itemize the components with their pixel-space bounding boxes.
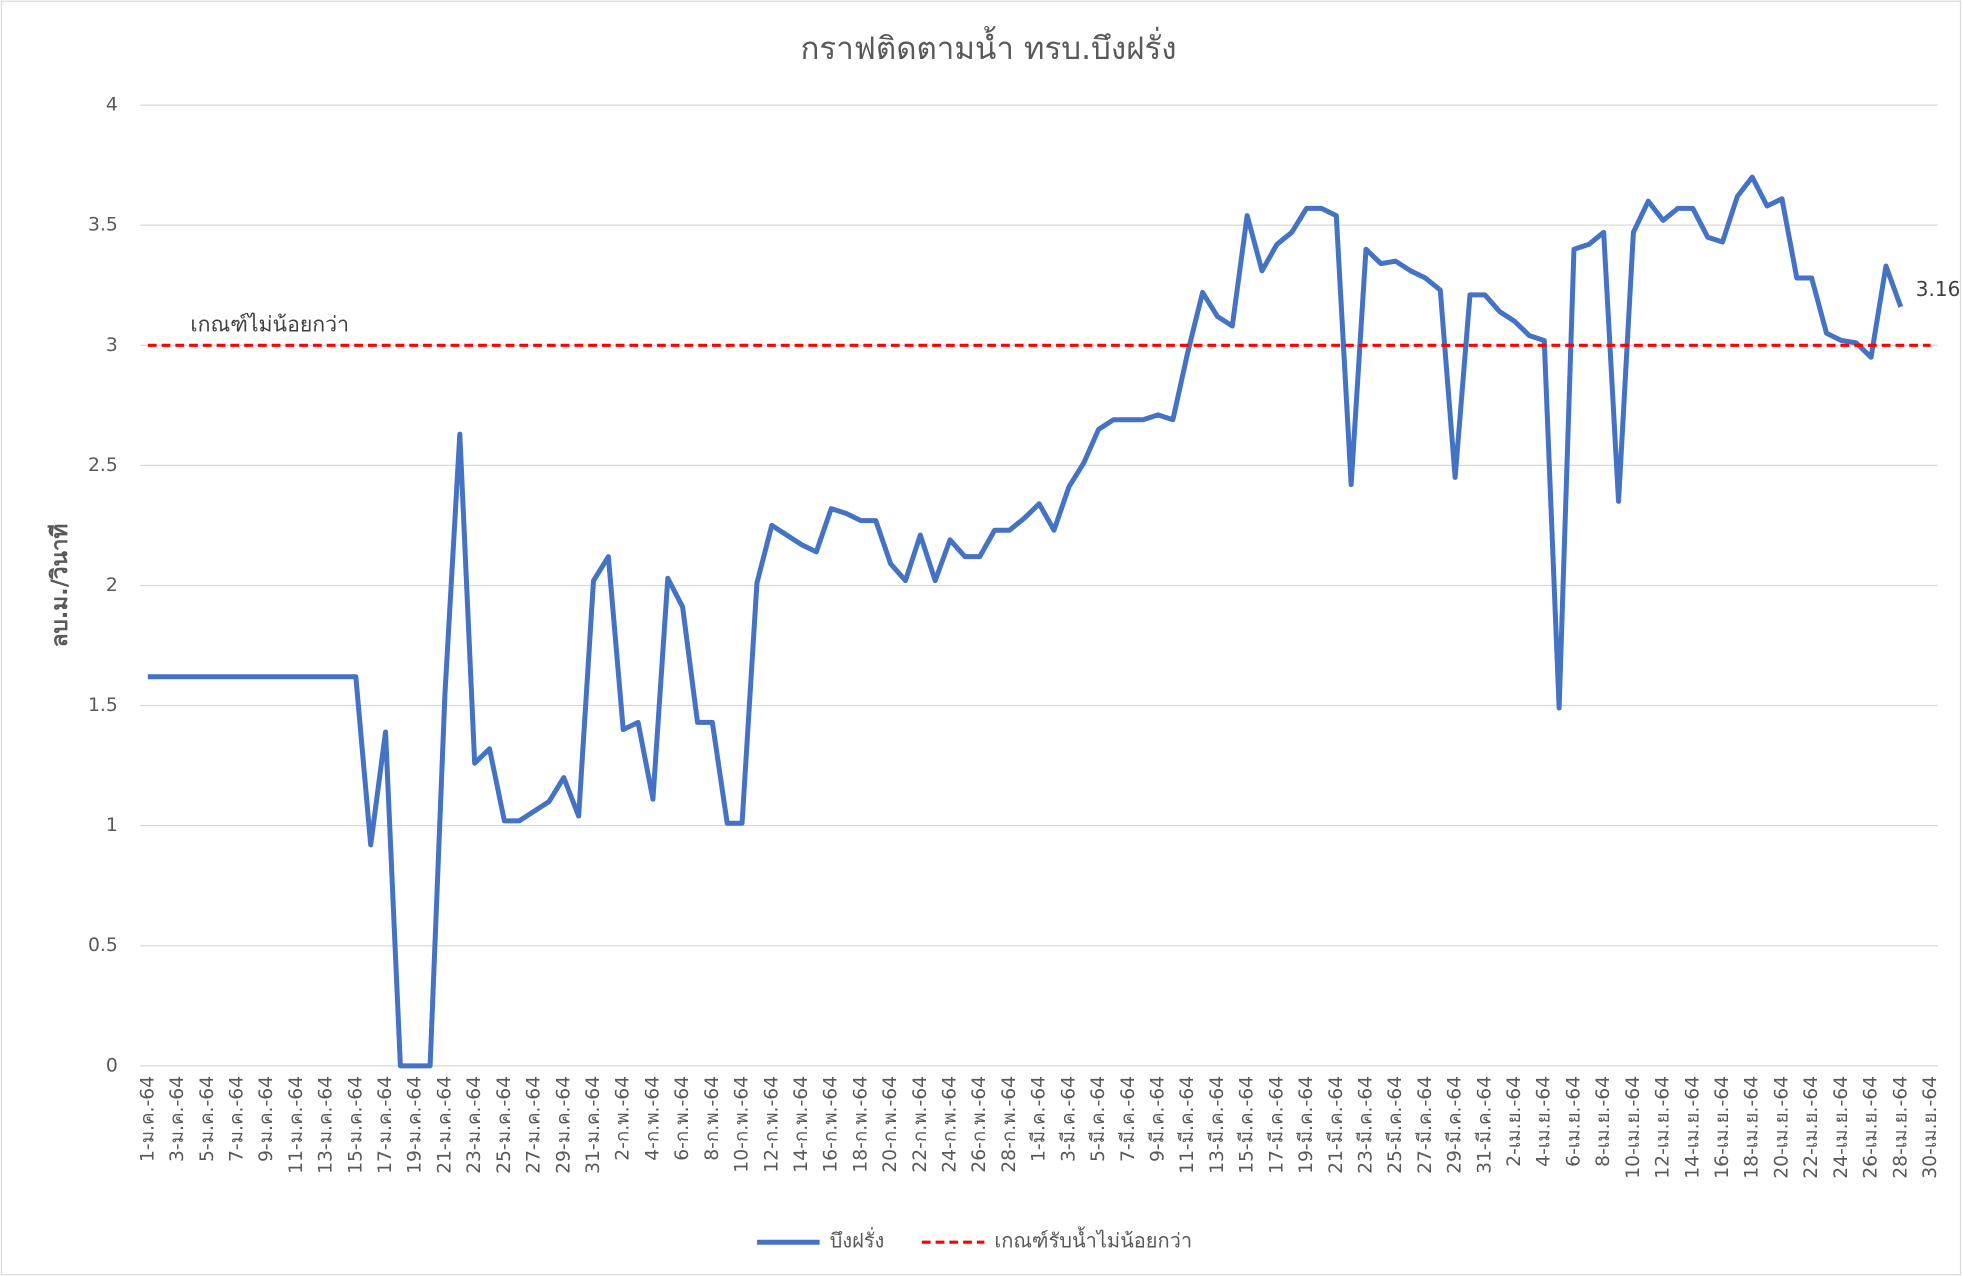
x-tick-label: 10-ก.พ.-64 (732, 1076, 753, 1173)
x-tick-label: 21-มี.ค.-64 (1326, 1076, 1347, 1174)
x-tick-label: 27-มี.ค.-64 (1415, 1076, 1436, 1174)
y-tick-label: 2.5 (88, 455, 118, 476)
x-tick-label: 23-ม.ค.-64 (464, 1076, 485, 1174)
x-tick-label: 15-ม.ค.-64 (345, 1076, 366, 1174)
x-tick-label: 13-มี.ค.-64 (1207, 1076, 1228, 1174)
x-tick-label: 8-ก.พ.-64 (702, 1076, 723, 1161)
y-tick-label: 1 (106, 815, 118, 836)
x-tick-label: 14-ก.พ.-64 (791, 1076, 812, 1173)
x-tick-label: 17-มี.ค.-64 (1266, 1076, 1287, 1174)
x-tick-label: 2-ก.พ.-64 (613, 1076, 634, 1161)
x-tick-label: 4-เม.ย.-64 (1534, 1076, 1555, 1167)
x-tick-label: 24-ก.พ.-64 (940, 1076, 961, 1173)
x-tick-label: 7-มี.ค.-64 (1118, 1076, 1139, 1162)
x-tick-label: 11-ม.ค.-64 (286, 1076, 307, 1174)
x-tick-label: 20-เม.ย.-64 (1771, 1076, 1792, 1179)
y-tick-label: 2 (106, 575, 118, 596)
x-tick-label: 19-มี.ค.-64 (1296, 1076, 1317, 1174)
x-tick-label: 1-ม.ค.-64 (137, 1076, 158, 1162)
x-tick-label: 26-เม.ย.-64 (1861, 1076, 1882, 1179)
x-tick-label: 9-มี.ค.-64 (1148, 1076, 1169, 1162)
y-tick-label: 3 (106, 335, 118, 356)
x-tick-label: 28-เม.ย.-64 (1890, 1076, 1911, 1179)
y-tick-label: 1.5 (88, 695, 118, 716)
x-tick-label: 12-ก.พ.-64 (761, 1076, 782, 1173)
annotation: เกณฑ์ไม่น้อยกว่า (190, 312, 349, 337)
x-tick-label: 3-มี.ค.-64 (1058, 1076, 1079, 1162)
x-tick-label: 9-ม.ค.-64 (256, 1076, 277, 1162)
x-tick-label: 26-ก.พ.-64 (969, 1076, 990, 1173)
x-tick-label: 2-เม.ย.-64 (1504, 1076, 1525, 1167)
x-tick-label: 18-เม.ย.-64 (1742, 1076, 1763, 1179)
x-tick-label: 21-ม.ค.-64 (434, 1076, 455, 1174)
x-tick-label: 22-ก.พ.-64 (910, 1076, 931, 1173)
x-tick-label: 17-ม.ค.-64 (375, 1076, 396, 1174)
x-tick-label: 27-ม.ค.-64 (524, 1076, 545, 1174)
x-tick-label: 25-มี.ค.-64 (1385, 1076, 1406, 1174)
x-tick-label: 6-เม.ย.-64 (1563, 1076, 1584, 1167)
x-tick-label: 5-มี.ค.-64 (1088, 1076, 1109, 1162)
data-label: 3.16 (1916, 277, 1961, 301)
y-tick-label: 4 (106, 95, 118, 116)
x-tick-label: 25-ม.ค.-64 (494, 1076, 515, 1174)
x-tick-label: 12-เม.ย.-64 (1653, 1076, 1674, 1179)
x-tick-label: 6-ก.พ.-64 (672, 1076, 693, 1161)
x-tick-label: 30-เม.ย.-64 (1920, 1076, 1941, 1179)
x-tick-label: 23-มี.ค.-64 (1355, 1076, 1376, 1174)
legend-label: เกณฑ์รับน้ำไม่น้อยกว่า (994, 1227, 1192, 1253)
y-tick-label: 0.5 (88, 935, 118, 956)
x-tick-label: 16-เม.ย.-64 (1712, 1076, 1733, 1179)
x-tick-label: 3-ม.ค.-64 (167, 1076, 188, 1162)
y-tick-label: 0 (106, 1055, 118, 1076)
x-tick-label: 24-เม.ย.-64 (1831, 1076, 1852, 1179)
x-tick-label: 18-ก.พ.-64 (850, 1076, 871, 1173)
x-tick-label: 22-เม.ย.-64 (1801, 1076, 1822, 1179)
x-tick-label: 20-ก.พ.-64 (880, 1076, 901, 1173)
x-tick-label: 15-มี.ค.-64 (1237, 1076, 1258, 1174)
x-tick-label: 31-ม.ค.-64 (583, 1076, 604, 1174)
x-tick-label: 10-เม.ย.-64 (1623, 1076, 1644, 1179)
y-axis-label: ลบ.ม./วินาที (47, 524, 73, 648)
x-tick-label: 7-ม.ค.-64 (226, 1076, 247, 1162)
x-tick-label: 29-ม.ค.-64 (553, 1076, 574, 1174)
x-tick-label: 16-ก.พ.-64 (821, 1076, 842, 1173)
x-tick-label: 14-เม.ย.-64 (1682, 1076, 1703, 1179)
series-line (147, 174, 1904, 1069)
y-tick-label: 3.5 (88, 215, 118, 236)
legend-label: บึงฝรั่ง (830, 1227, 885, 1253)
chart-title: กราฟติดตามน้ำ ทรบ.บึงฝรั่ง (800, 25, 1176, 67)
x-tick-label: 5-ม.ค.-64 (197, 1076, 218, 1162)
x-tick-label: 4-ก.พ.-64 (642, 1076, 663, 1161)
x-tick-label: 29-มี.ค.-64 (1445, 1076, 1466, 1174)
x-tick-label: 11-มี.ค.-64 (1177, 1076, 1198, 1174)
x-tick-label: 13-ม.ค.-64 (316, 1076, 337, 1174)
x-tick-label: 19-ม.ค.-64 (405, 1076, 426, 1174)
x-tick-label: 1-มี.ค.-64 (1029, 1076, 1050, 1162)
x-tick-label: 28-ก.พ.-64 (999, 1076, 1020, 1173)
x-tick-label: 31-มี.ค.-64 (1474, 1076, 1495, 1174)
x-tick-label: 8-เม.ย.-64 (1593, 1076, 1614, 1167)
